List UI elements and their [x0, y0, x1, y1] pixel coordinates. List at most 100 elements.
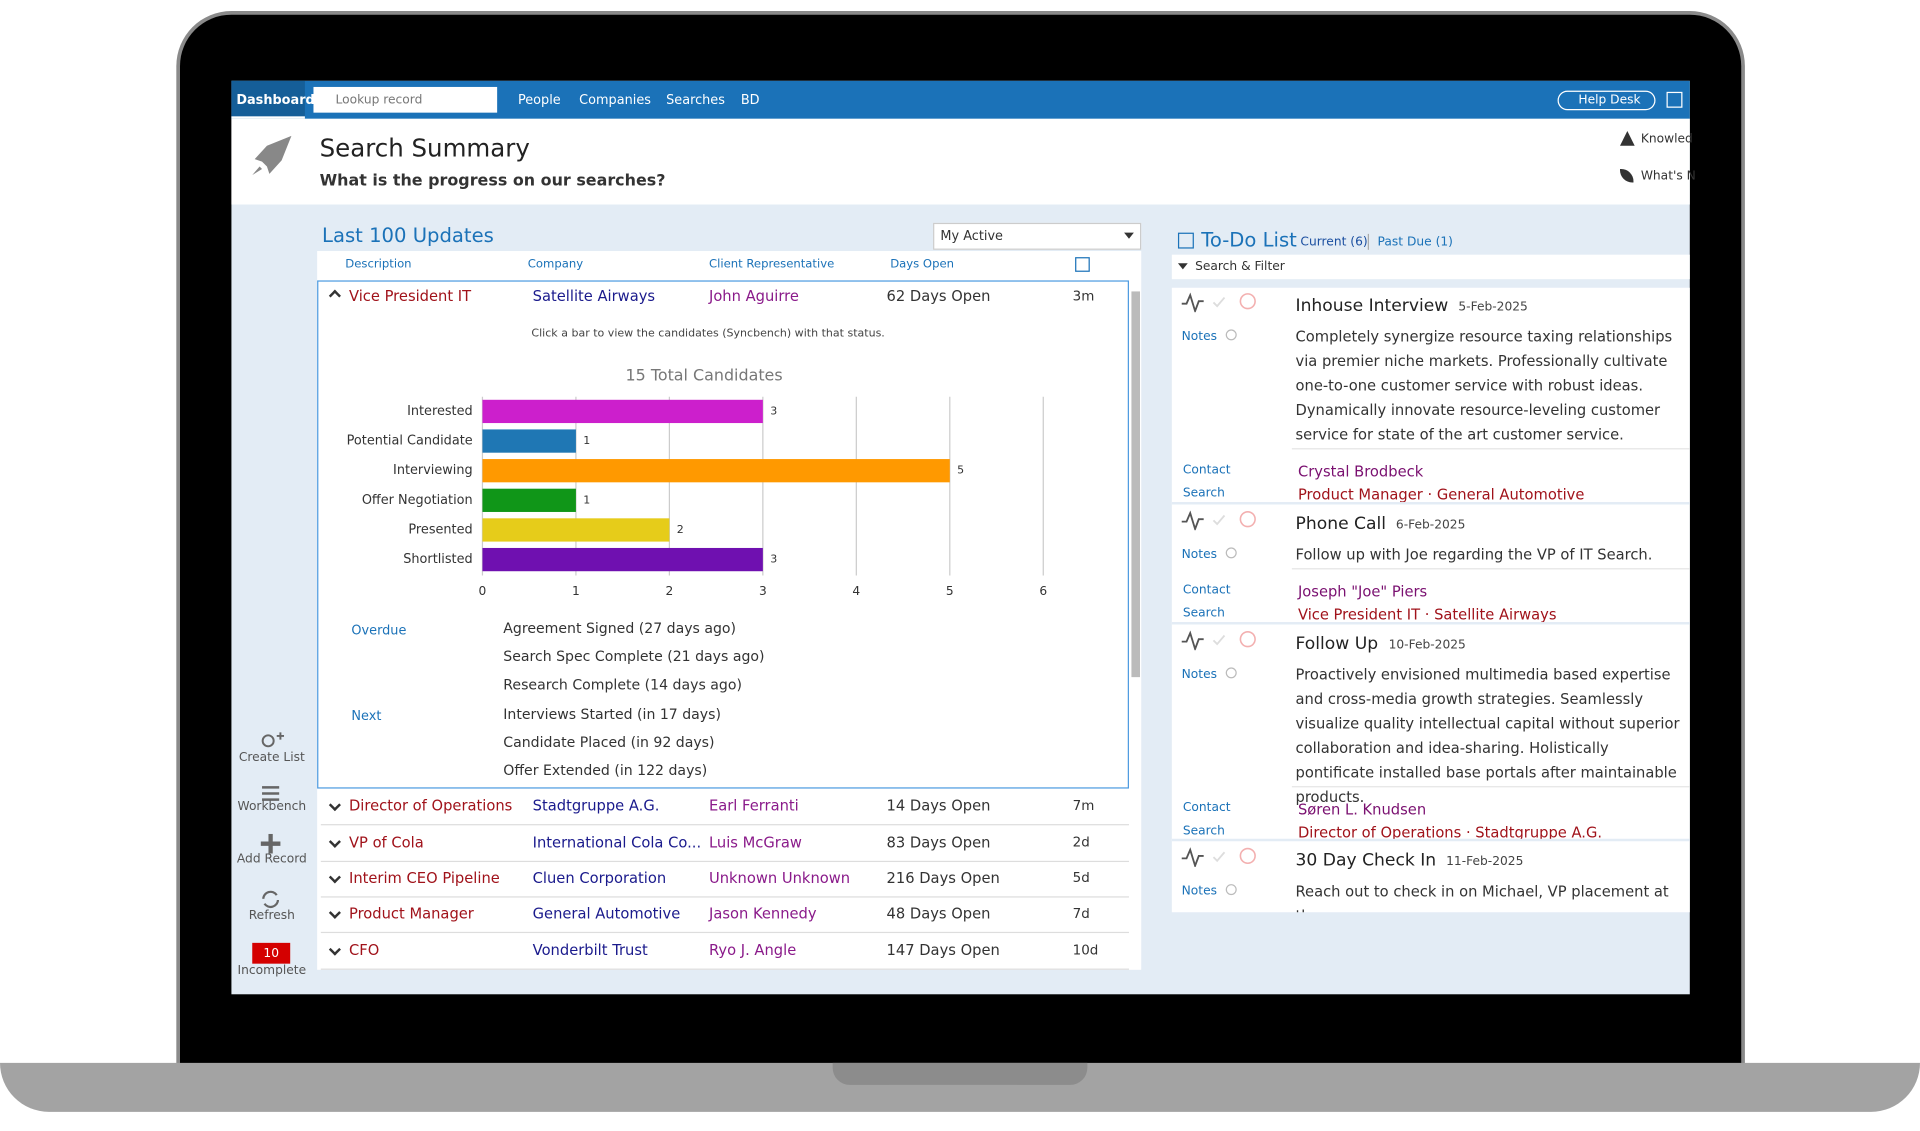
search-link[interactable]: Product Manager · General Automotive	[1297, 486, 1585, 504]
todo-list: Inhouse Interview 5-Feb-2025 Notes Complete…	[1171, 287, 1690, 913]
notes-label[interactable]: Notes	[1181, 547, 1218, 562]
row-cell: 7m	[1072, 797, 1095, 814]
row-divider	[320, 931, 1129, 934]
row-cell[interactable]: Unknown Unknown	[708, 869, 851, 887]
row-cell: 83 Days Open	[886, 833, 991, 852]
sidebar-item[interactable]: Create List	[238, 751, 305, 765]
row-cell: 48 Days Open	[886, 904, 991, 923]
candidate-chart: 15 Total Candidates 0 1 2 3 4 5 6 3 Interested 1 P…	[347, 365, 1048, 598]
next-item: Offer Extended (in 122 days)	[503, 761, 708, 779]
row-cell[interactable]: International Cola Co...	[532, 833, 702, 852]
sidebar-icon[interactable]	[260, 785, 284, 805]
row-cell[interactable]: John Aguirre	[708, 287, 799, 305]
item-title[interactable]: 30 Day Check In	[1295, 851, 1437, 871]
help-link[interactable]: Help Desk	[1578, 93, 1641, 108]
search-icon	[1225, 547, 1237, 559]
value-label: 1	[583, 434, 590, 447]
row-cell[interactable]: Cluen Corporation	[532, 869, 667, 887]
contact-name[interactable]: Crystal Brodbeck	[1297, 462, 1424, 481]
incomplete-label: Incomplete	[237, 964, 307, 978]
chart-hint: Click a bar to view the candidates (Sync…	[531, 328, 885, 341]
row-cell: 5d	[1072, 870, 1090, 886]
search-box[interactable]	[313, 86, 498, 113]
row-cell: 14 Days Open	[886, 797, 991, 815]
header	[231, 118, 1690, 205]
category-label: Presented	[408, 522, 472, 537]
sidebar-item[interactable]: Add Record	[236, 852, 307, 867]
item-title[interactable]: Inhouse Interview	[1295, 296, 1449, 316]
category-label: Shortlisted	[403, 552, 472, 567]
row-cell[interactable]: Luis McGraw	[708, 833, 802, 852]
header-link[interactable]: What's N	[1640, 169, 1696, 184]
row-cell[interactable]: Satellite Airways	[532, 287, 656, 305]
header-link[interactable]: Knowled	[1640, 132, 1693, 147]
value-label: 5	[957, 464, 964, 477]
sidebar-icon[interactable]	[260, 732, 285, 752]
row-cell[interactable]: Product Manager	[348, 904, 474, 923]
contact-name[interactable]: Søren L. Knudsen	[1297, 800, 1427, 818]
item-icons	[1181, 292, 1268, 314]
row-cell: 216 Days Open	[886, 869, 1000, 887]
search-link[interactable]: Vice President IT · Satellite Airways	[1297, 606, 1557, 624]
row-cell[interactable]: General Automotive	[532, 904, 681, 923]
row-cell[interactable]: Stadtgruppe A.G.	[532, 797, 660, 815]
todo-tab[interactable]: Past Due (1)	[1377, 235, 1453, 250]
info-divider	[1291, 786, 1690, 788]
x-tick-label: 4	[852, 584, 860, 598]
incomplete-box[interactable]	[252, 942, 291, 964]
search-link[interactable]: Director of Operations · Stadtgruppe A.G…	[1297, 824, 1603, 842]
item-divider	[1171, 838, 1690, 842]
bar	[482, 459, 950, 483]
nav-item[interactable]: Dashboard	[236, 93, 315, 108]
filter-chevron	[1177, 263, 1188, 270]
item-title[interactable]: Phone Call	[1295, 514, 1387, 534]
sidebar-icon[interactable]	[260, 833, 284, 854]
contact-label: Contact	[1182, 463, 1231, 477]
value-label: 3	[770, 404, 777, 417]
row-cell[interactable]: Vonderbilt Trust	[532, 941, 648, 959]
column-header[interactable]: Client Representative	[708, 257, 835, 272]
search-icon	[1225, 884, 1237, 896]
scrollbar	[1131, 291, 1141, 678]
value-label: 3	[770, 553, 777, 566]
nav-item[interactable]: Companies	[579, 93, 651, 108]
notes-label[interactable]: Notes	[1181, 330, 1218, 344]
column-header[interactable]: Company	[527, 257, 584, 272]
notes-label[interactable]: Notes	[1181, 884, 1218, 899]
filter-select[interactable]	[933, 222, 1142, 250]
row-cell[interactable]: Vice President IT	[348, 287, 472, 305]
contact-name[interactable]: Joseph "Joe" Piers	[1297, 582, 1428, 601]
next-label: Next	[351, 708, 382, 724]
nav-item[interactable]: People	[517, 93, 561, 108]
row-cell[interactable]: Jason Kennedy	[708, 904, 817, 923]
row-divider	[320, 896, 1129, 898]
item-date: 6-Feb-2025	[1395, 518, 1466, 533]
item-title[interactable]: Follow Up	[1295, 634, 1379, 654]
sidebar-item[interactable]: Refresh	[248, 909, 295, 923]
popout-icon[interactable]	[1666, 91, 1683, 108]
row-cell[interactable]: CFO	[348, 941, 380, 959]
todo-popout-icon[interactable]	[1177, 232, 1194, 249]
todo-tab[interactable]: Current (6)	[1300, 235, 1368, 250]
column-header[interactable]: Days Open	[890, 257, 955, 272]
row-cell[interactable]: VP of Cola	[348, 833, 424, 852]
notes-label[interactable]: Notes	[1181, 667, 1218, 682]
help-pill[interactable]	[1557, 90, 1656, 111]
item-date: 10-Feb-2025	[1388, 638, 1466, 653]
category-label: Interviewing	[393, 463, 473, 478]
search-icon	[1225, 329, 1237, 341]
filter-toggle[interactable]: Search & Filter	[1195, 260, 1285, 274]
row-cell[interactable]: Interim CEO Pipeline	[348, 869, 500, 887]
category-label: Potential Candidate	[347, 434, 473, 449]
row-cell: 3m	[1072, 288, 1095, 305]
column-header[interactable]: Description	[345, 257, 412, 272]
sidebar-item[interactable]: Workbench	[237, 800, 307, 814]
sidebar-icon[interactable]	[260, 889, 284, 909]
row-cell[interactable]: Earl Ferranti	[708, 797, 799, 815]
nav-item[interactable]: BD	[740, 93, 760, 108]
row-cell[interactable]: Ryo J. Angle	[708, 941, 797, 959]
row-cell[interactable]: Director of Operations	[348, 797, 513, 815]
nav-item[interactable]: Searches	[666, 93, 725, 108]
